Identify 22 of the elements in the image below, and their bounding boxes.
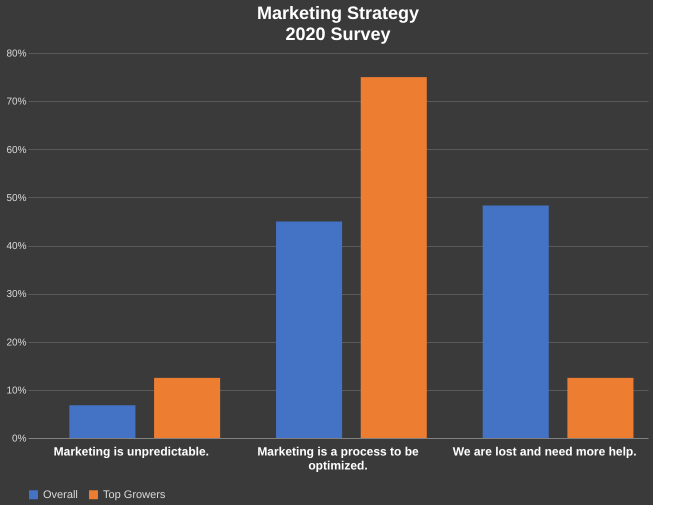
bar <box>567 378 634 438</box>
y-tick-label: 60% <box>6 144 27 156</box>
chart-subtitle: 2020 Survey <box>285 24 391 44</box>
bar <box>276 221 342 438</box>
x-tick-label: We are lost and need more help. <box>452 444 637 458</box>
bar <box>154 378 220 438</box>
y-tick-label: 0% <box>12 434 27 444</box>
y-tick-label: 70% <box>6 96 27 108</box>
y-tick-label: 40% <box>6 241 27 252</box>
chart-title: Marketing Strategy <box>256 3 420 23</box>
legend-label: Overall <box>43 488 78 501</box>
x-tick-label: Marketing is unpredictable. <box>54 444 210 458</box>
bar <box>360 77 427 438</box>
y-tick-label: 10% <box>6 385 27 396</box>
bar <box>69 405 136 438</box>
y-tick-label: 30% <box>6 289 27 300</box>
x-tick-label: Marketing is a process to be optimized. <box>257 444 420 472</box>
y-tick-label: 20% <box>6 337 27 348</box>
legend-label: Top Growers <box>103 488 166 501</box>
y-tick-label: 80% <box>6 48 27 60</box>
y-tick-label: 50% <box>6 192 27 204</box>
bar <box>482 206 549 438</box>
